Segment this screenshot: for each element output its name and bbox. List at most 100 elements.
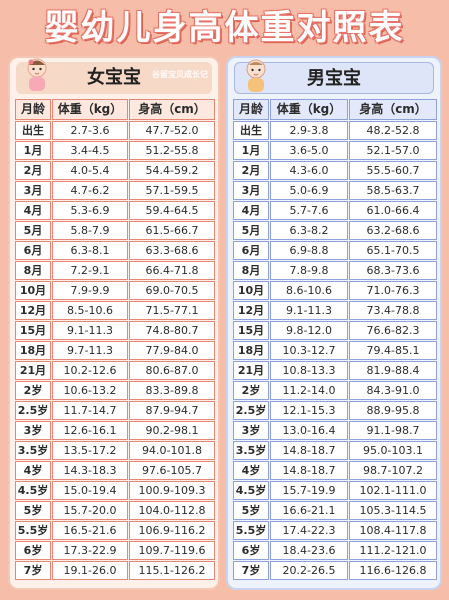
weight-cell: 5.3-6.9 [52,201,128,220]
boy-table: 月龄 体重（kg） 身高（cm） 出生 2.9-3.8 48.2-52.8 1月 3.6… [232,98,438,581]
table-row: 18月 10.3-12.7 79.4-85.1 [233,341,437,360]
height-cell: 79.4-85.1 [349,341,437,360]
table-row: 2月 4.3-6.0 55.5-60.7 [233,161,437,180]
header-age: 月龄 [15,99,51,120]
age-cell: 21月 [233,361,269,380]
height-cell: 108.4-117.8 [349,521,437,540]
height-cell: 106.9-116.2 [129,521,215,540]
age-cell: 12月 [15,301,51,320]
table-row: 3.5岁 13.5-17.2 94.0-101.8 [15,441,215,460]
height-cell: 69.0-70.5 [129,281,215,300]
table-row: 4月 5.3-6.9 59.4-64.5 [15,201,215,220]
weight-cell: 15.7-20.0 [52,501,128,520]
height-cell: 87.9-94.7 [129,401,215,420]
age-cell: 2岁 [233,381,269,400]
weight-cell: 14.3-18.3 [52,461,128,480]
height-cell: 71.5-77.1 [129,301,215,320]
weight-cell: 4.7-6.2 [52,181,128,200]
age-cell: 1月 [15,141,51,160]
table-row: 8月 7.2-9.1 66.4-71.8 [15,261,215,280]
weight-cell: 5.0-6.9 [270,181,348,200]
watermark: 谷留宝贝成长记 [152,70,208,79]
height-cell: 58.5-63.7 [349,181,437,200]
weight-cell: 17.3-22.9 [52,541,128,560]
height-cell: 76.6-82.3 [349,321,437,340]
weight-cell: 7.9-9.9 [52,281,128,300]
age-cell: 4岁 [15,461,51,480]
age-cell: 7岁 [233,561,269,580]
height-cell: 104.0-112.8 [129,501,215,520]
weight-cell: 8.6-10.6 [270,281,348,300]
age-cell: 1月 [233,141,269,160]
table-row: 10月 7.9-9.9 69.0-70.5 [15,281,215,300]
table-row: 6岁 18.4-23.6 111.2-121.0 [233,541,437,560]
weight-cell: 5.8-7.9 [52,221,128,240]
height-cell: 109.7-119.6 [129,541,215,560]
age-cell: 15月 [15,321,51,340]
weight-cell: 4.3-6.0 [270,161,348,180]
header-age: 月龄 [233,99,269,120]
height-cell: 71.0-76.3 [349,281,437,300]
height-cell: 65.1-70.5 [349,241,437,260]
table-row: 1月 3.6-5.0 52.1-57.0 [233,141,437,160]
height-cell: 105.3-114.5 [349,501,437,520]
girl-label: 女宝宝 [87,67,141,88]
age-cell: 5岁 [233,501,269,520]
table-row: 出生 2.7-3.6 47.7-52.0 [15,121,215,140]
weight-cell: 13.0-16.4 [270,421,348,440]
table-row: 5月 5.8-7.9 61.5-66.7 [15,221,215,240]
header-height: 身高（cm） [349,99,437,120]
weight-cell: 12.6-16.1 [52,421,128,440]
table-row: 15月 9.8-12.0 76.6-82.3 [233,321,437,340]
age-cell: 6岁 [15,541,51,560]
table-row: 3岁 13.0-16.4 91.1-98.7 [233,421,437,440]
table-row: 5.5岁 17.4-22.3 108.4-117.8 [233,521,437,540]
weight-cell: 3.4-4.5 [52,141,128,160]
height-cell: 95.0-103.1 [349,441,437,460]
height-cell: 83.3-89.8 [129,381,215,400]
age-cell: 18月 [15,341,51,360]
weight-cell: 15.0-19.4 [52,481,128,500]
table-row: 3.5岁 14.8-18.7 95.0-103.1 [233,441,437,460]
weight-cell: 6.9-8.8 [270,241,348,260]
age-cell: 18月 [233,341,269,360]
table-row: 21月 10.2-12.6 80.6-87.0 [15,361,215,380]
height-cell: 80.6-87.0 [129,361,215,380]
header-height: 身高（cm） [129,99,215,120]
weight-cell: 11.7-14.7 [52,401,128,420]
age-cell: 3月 [233,181,269,200]
age-cell: 10月 [233,281,269,300]
table-row: 3岁 12.6-16.1 90.2-98.1 [15,421,215,440]
weight-cell: 18.4-23.6 [270,541,348,560]
age-cell: 4月 [233,201,269,220]
age-cell: 21月 [15,361,51,380]
age-cell: 3月 [15,181,51,200]
height-cell: 55.5-60.7 [349,161,437,180]
weight-cell: 12.1-15.3 [270,401,348,420]
height-cell: 81.9-88.4 [349,361,437,380]
table-row: 6月 6.3-8.1 63.3-68.6 [15,241,215,260]
weight-cell: 10.2-12.6 [52,361,128,380]
weight-cell: 7.8-9.8 [270,261,348,280]
height-cell: 66.4-71.8 [129,261,215,280]
table-row: 15月 9.1-11.3 74.8-80.7 [15,321,215,340]
age-cell: 4月 [15,201,51,220]
weight-cell: 8.5-10.6 [52,301,128,320]
age-cell: 5岁 [15,501,51,520]
height-cell: 61.5-66.7 [129,221,215,240]
weight-cell: 9.7-11.3 [52,341,128,360]
weight-cell: 16.5-21.6 [52,521,128,540]
table-row: 5.5岁 16.5-21.6 106.9-116.2 [15,521,215,540]
height-cell: 100.9-109.3 [129,481,215,500]
weight-cell: 13.5-17.2 [52,441,128,460]
height-cell: 59.4-64.5 [129,201,215,220]
weight-cell: 3.6-5.0 [270,141,348,160]
table-row: 3月 4.7-6.2 57.1-59.5 [15,181,215,200]
weight-cell: 9.1-11.3 [52,321,128,340]
table-row: 6月 6.9-8.8 65.1-70.5 [233,241,437,260]
height-cell: 57.1-59.5 [129,181,215,200]
age-cell: 4.5岁 [233,481,269,500]
girl-table: 月龄 体重（kg） 身高（cm） 出生 2.7-3.6 47.7-52.0 1月 3.4… [14,98,216,581]
height-cell: 111.2-121.0 [349,541,437,560]
weight-cell: 10.8-13.3 [270,361,348,380]
